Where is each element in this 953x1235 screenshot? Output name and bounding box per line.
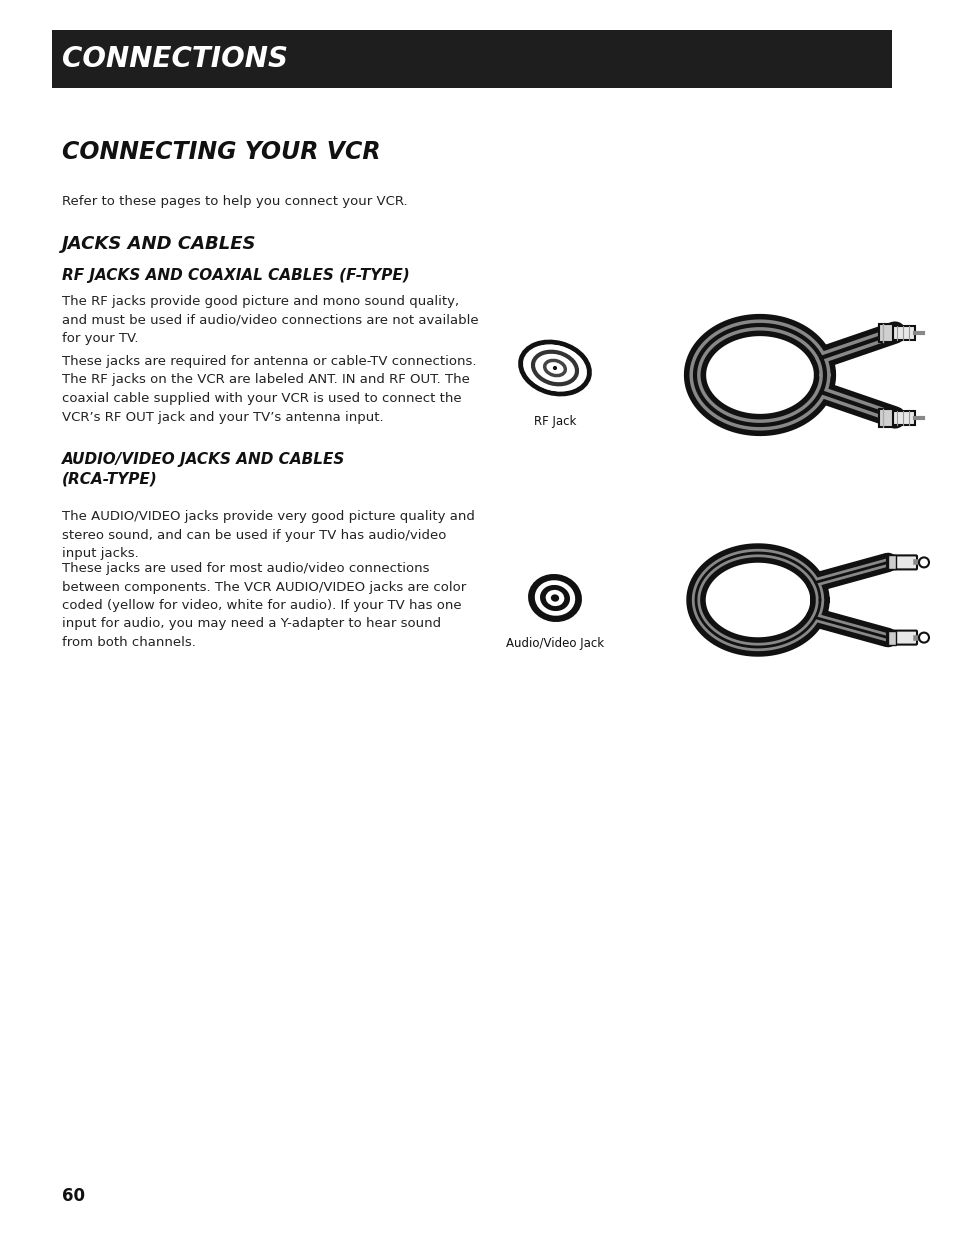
Text: These jacks are used for most audio/video connections
between components. The VC: These jacks are used for most audio/vide…	[62, 562, 466, 650]
FancyBboxPatch shape	[886, 631, 916, 645]
Text: Audio/Video Jack: Audio/Video Jack	[505, 637, 603, 650]
Text: RF JACKS AND COAXIAL CABLES (F-TYPE): RF JACKS AND COAXIAL CABLES (F-TYPE)	[62, 268, 410, 283]
Text: CONNECTIONS: CONNECTIONS	[62, 44, 288, 73]
Bar	[878, 409, 892, 426]
Bar	[892, 326, 914, 340]
Circle shape	[553, 366, 557, 370]
Ellipse shape	[550, 594, 558, 601]
Text: These jacks are required for antenna or cable-TV connections.
The RF jacks on th: These jacks are required for antenna or …	[62, 354, 476, 424]
Bar	[878, 324, 892, 342]
Bar	[52, 30, 891, 88]
Circle shape	[918, 632, 928, 642]
Ellipse shape	[545, 590, 564, 606]
Text: The AUDIO/VIDEO jacks provide very good picture quality and
stereo sound, and ca: The AUDIO/VIDEO jacks provide very good …	[62, 510, 475, 559]
Text: The RF jacks provide good picture and mono sound quality,
and must be used if au: The RF jacks provide good picture and mo…	[62, 295, 478, 345]
Bar	[887, 556, 895, 569]
Text: 60: 60	[62, 1187, 85, 1205]
Ellipse shape	[529, 576, 580, 621]
Ellipse shape	[535, 580, 575, 616]
Bar	[892, 410, 914, 425]
Text: AUDIO/VIDEO JACKS AND CABLES
(RCA-TYPE): AUDIO/VIDEO JACKS AND CABLES (RCA-TYPE)	[62, 452, 345, 487]
FancyBboxPatch shape	[886, 556, 916, 569]
Circle shape	[918, 557, 928, 567]
Ellipse shape	[539, 585, 570, 611]
Text: CONNECTING YOUR VCR: CONNECTING YOUR VCR	[62, 140, 380, 164]
Text: RF Jack: RF Jack	[534, 415, 576, 429]
Text: Refer to these pages to help you connect your VCR.: Refer to these pages to help you connect…	[62, 195, 407, 207]
Text: JACKS AND CABLES: JACKS AND CABLES	[62, 235, 256, 253]
Bar	[887, 631, 895, 645]
